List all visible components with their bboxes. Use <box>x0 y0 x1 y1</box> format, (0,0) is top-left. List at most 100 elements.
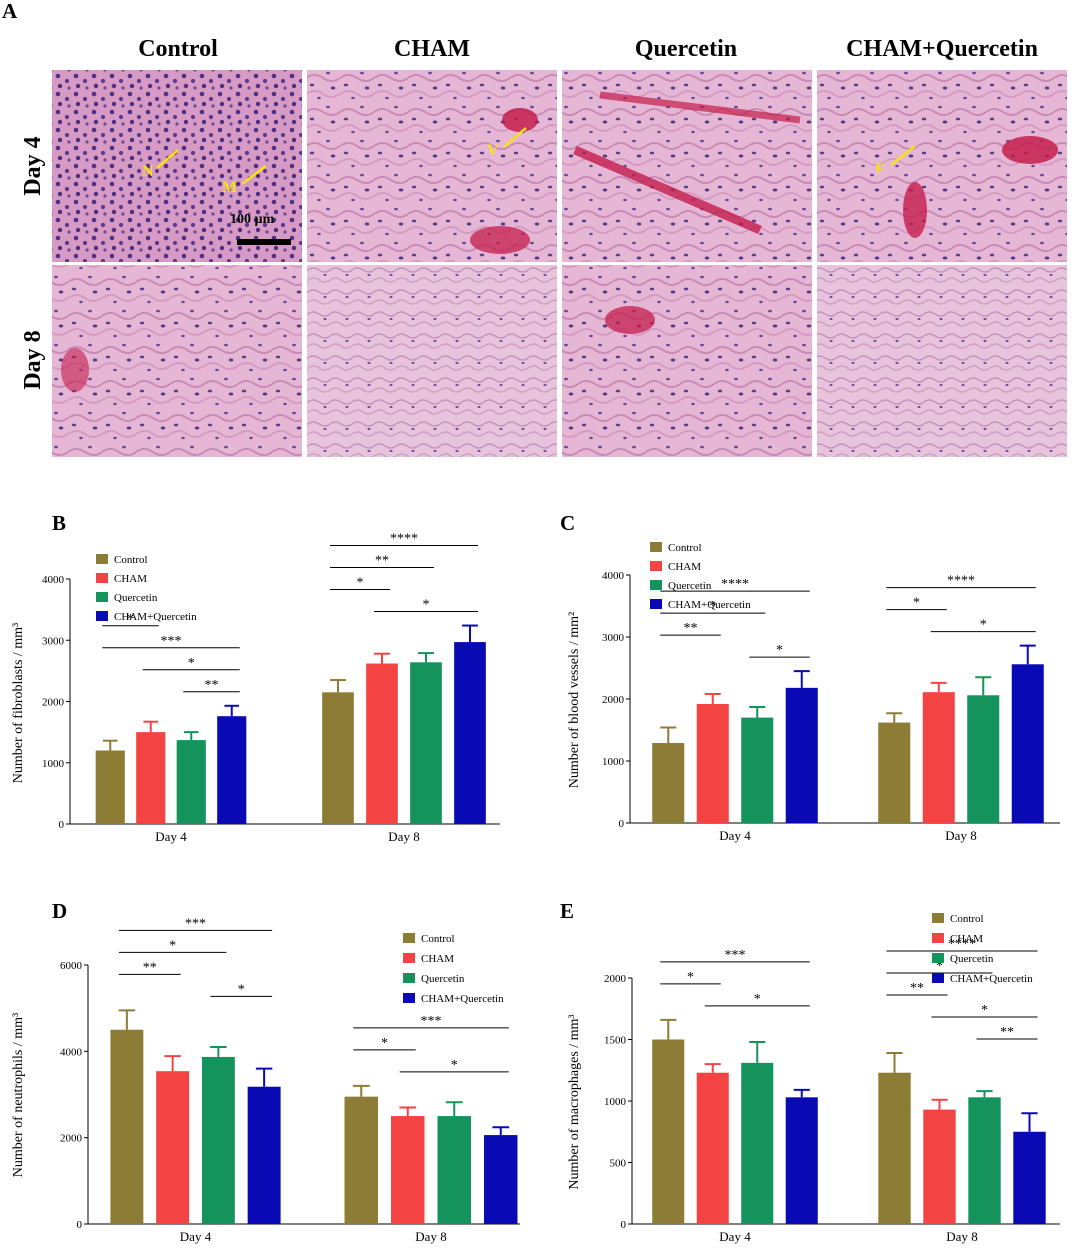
significance-label: **** <box>948 937 976 952</box>
y-axis-label: Number of blood vessels / mm² <box>567 612 582 788</box>
significance-label: * <box>451 1058 458 1073</box>
legend-label-quercetin: Quercetin <box>668 580 712 592</box>
panel-letter-d: D <box>52 899 67 923</box>
significance-label: * <box>381 1036 388 1051</box>
bar-cham-quercetin-day4 <box>217 716 247 824</box>
bar-cham-day8 <box>366 663 398 824</box>
significance-label: ** <box>1000 1025 1014 1040</box>
bar-control-day4 <box>95 750 125 824</box>
significance-label: * <box>754 992 761 1007</box>
legend-swatch-cham <box>403 953 415 963</box>
y-tick-label: 2000 <box>42 697 65 709</box>
row-label-day8: Day 8 <box>20 330 46 389</box>
bar-control-day4 <box>110 1029 144 1224</box>
legend-label-cham: CHAM <box>668 561 701 573</box>
micrograph-quercetin-day8 <box>562 265 812 457</box>
micrograph-control-day4 <box>52 70 302 262</box>
x-category-label: Day 8 <box>415 1229 446 1244</box>
legend-swatch-cham <box>96 573 108 583</box>
scale-bar <box>237 239 291 245</box>
x-category-label: Day 8 <box>945 828 976 843</box>
significance-label: *** <box>421 1014 442 1029</box>
bar-cham-day4 <box>696 703 729 823</box>
annotation-v-arrow <box>503 127 527 148</box>
significance-label: * <box>423 598 430 613</box>
y-tick-label: 4000 <box>42 574 65 586</box>
legend-swatch-quercetin <box>403 973 415 983</box>
y-tick-label: 0 <box>59 819 65 831</box>
legend-swatch-control <box>96 554 108 564</box>
panel-letter-e: E <box>560 899 574 923</box>
chart-c: C 0 1000 2000 3000 4000 Number of blood vessel… <box>560 511 1060 843</box>
row-label-day4: Day 4 <box>20 136 46 195</box>
bar-quercetin-day4 <box>741 717 774 823</box>
annotation-m-label: M <box>222 179 237 196</box>
y-tick-label: 0 <box>621 1219 627 1231</box>
x-category-label: Day 4 <box>719 1229 751 1244</box>
chart-b: B 0 1000 2000 3000 4000 Number of fibroblasts … <box>11 511 500 844</box>
significance-label: * <box>980 618 987 633</box>
column-title-cham-quercetin: CHAM+Quercetin <box>846 36 1038 62</box>
legend-swatch-cham-quercetin <box>932 973 944 983</box>
bar-quercetin-day8 <box>410 662 442 824</box>
bar-cham-day8 <box>923 1109 956 1224</box>
bar-cham-day4 <box>136 732 166 824</box>
legend-swatch-cham-quercetin <box>96 611 108 621</box>
bar-cham-day4 <box>156 1071 190 1224</box>
legend-label-control: Control <box>114 554 148 566</box>
legend-label-cham: CHAM <box>114 573 147 585</box>
legend-label-cham-quercetin: CHAM+Quercetin <box>950 973 1033 985</box>
y-tick-label: 4000 <box>60 1046 83 1058</box>
y-axis-label: Number of fibroblasts / mm³ <box>11 623 26 784</box>
micrograph-control-day8 <box>52 265 302 457</box>
bar-cham-quercetin-day4 <box>785 1097 818 1224</box>
bar-quercetin-day8 <box>968 1097 1001 1224</box>
legend-label-quercetin: Quercetin <box>950 953 994 965</box>
annotation-f-arrow <box>890 145 916 166</box>
legend-swatch-cham-quercetin <box>403 993 415 1003</box>
bar-quercetin-day8 <box>437 1116 471 1224</box>
significance-label: * <box>981 1003 988 1018</box>
micrograph-quercetin-day4 <box>562 70 812 262</box>
x-category-label: Day 4 <box>180 1229 212 1244</box>
significance-label: * <box>357 576 364 591</box>
y-tick-label: 2000 <box>602 694 625 706</box>
legend-swatch-cham <box>932 933 944 943</box>
x-category-label: Day 4 <box>155 829 187 844</box>
y-axis-label: Number of macrophages / mm³ <box>567 1014 582 1189</box>
y-tick-label: 6000 <box>60 960 83 972</box>
legend-swatch-quercetin <box>650 580 662 590</box>
panel-letter-b: B <box>52 511 66 535</box>
micrograph-cham-quercetin-day4 <box>817 70 1067 262</box>
significance-label: **** <box>390 532 418 547</box>
bar-cham-quercetin-day8 <box>1013 1131 1046 1224</box>
significance-label: *** <box>161 634 182 649</box>
legend-label-quercetin: Quercetin <box>421 973 465 985</box>
y-tick-label: 1000 <box>604 1096 627 1108</box>
bar-control-day8 <box>344 1096 378 1224</box>
bar-charts: B 0 1000 2000 3000 4000 Number of fibroblasts … <box>11 511 1060 1244</box>
legend-swatch-control <box>650 542 662 552</box>
significance-label: * <box>169 938 176 953</box>
bar-control-day8 <box>878 1072 911 1224</box>
micrograph-cham-day8 <box>307 265 557 457</box>
legend-swatch-quercetin <box>932 953 944 963</box>
legend-label-control: Control <box>668 542 702 554</box>
significance-label: * <box>238 982 245 997</box>
legend-label-cham-quercetin: CHAM+Quercetin <box>114 611 197 623</box>
y-tick-label: 2000 <box>60 1133 83 1145</box>
significance-label: **** <box>947 574 975 589</box>
legend-label-cham: CHAM <box>950 933 983 945</box>
micrograph-cham-quercetin-day8 <box>817 265 1067 457</box>
bar-quercetin-day8 <box>967 695 1000 823</box>
x-category-label: Day 8 <box>388 829 419 844</box>
bar-control-day8 <box>878 722 911 823</box>
bar-cham-quercetin-day8 <box>484 1135 518 1224</box>
micrograph-annotations: N M V F 100 µm <box>142 127 916 245</box>
bar-cham-day8 <box>391 1116 425 1224</box>
legend-label-control: Control <box>950 913 984 925</box>
legend-label-quercetin: Quercetin <box>114 592 158 604</box>
y-axis-label: Number of neutrophils / mm³ <box>11 1013 26 1177</box>
legend-label-cham-quercetin: CHAM+Quercetin <box>421 993 504 1005</box>
